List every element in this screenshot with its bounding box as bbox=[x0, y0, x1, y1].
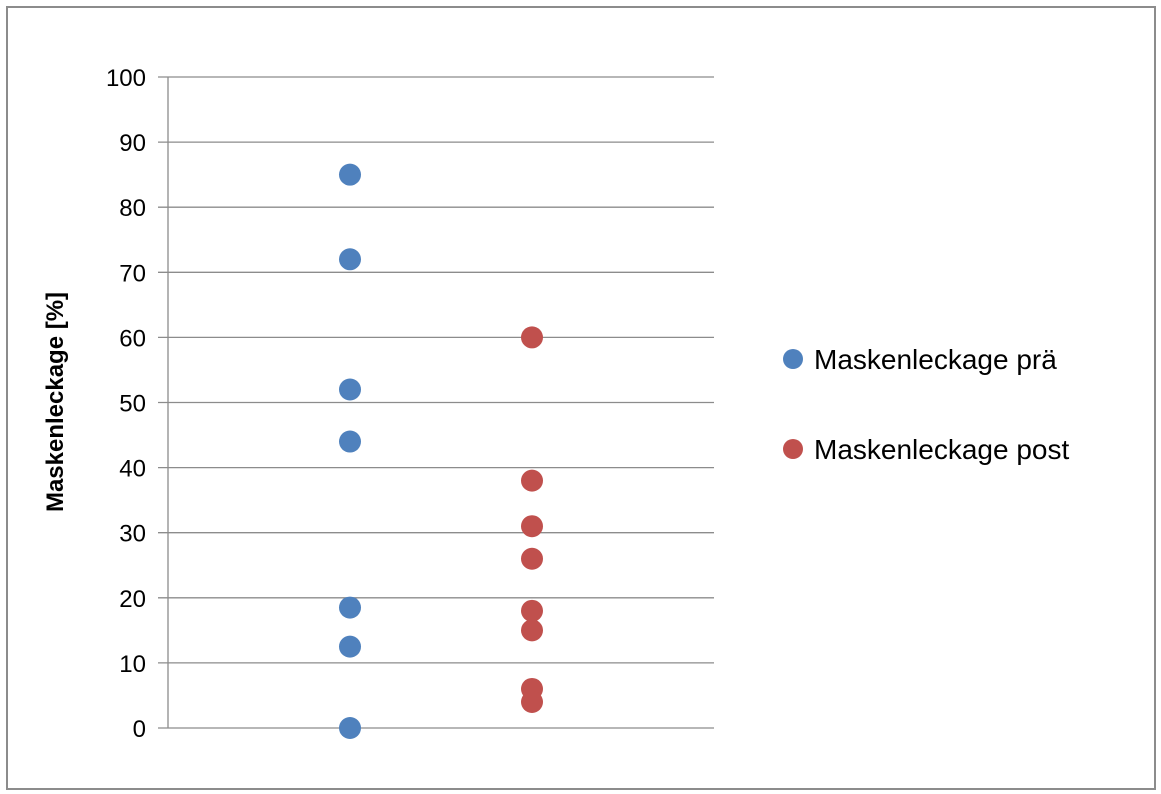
y-tick-label: 20 bbox=[119, 586, 146, 613]
legend-marker bbox=[783, 439, 803, 459]
point-post bbox=[521, 326, 543, 349]
y-tick-label: 0 bbox=[133, 716, 146, 743]
point-pre bbox=[339, 717, 361, 739]
point-pre bbox=[339, 596, 361, 619]
legend-label: Maskenleckage post bbox=[814, 434, 1069, 465]
point-post bbox=[521, 547, 543, 570]
y-tick-label: 50 bbox=[119, 391, 146, 418]
data-points bbox=[339, 163, 543, 739]
point-post bbox=[521, 515, 543, 538]
chart-frame bbox=[6, 6, 1156, 790]
y-tick-label: 100 bbox=[106, 65, 146, 92]
y-tick-label: 10 bbox=[119, 651, 146, 678]
point-post bbox=[521, 619, 543, 642]
y-tick-label: 40 bbox=[119, 456, 146, 483]
gridlines bbox=[158, 76, 714, 729]
point-post bbox=[521, 469, 543, 492]
y-tick-labels: 0 10 20 30 40 50 60 70 80 90 100 bbox=[106, 65, 146, 743]
y-tick-label: 70 bbox=[119, 260, 146, 287]
legend: Maskenleckage prä Maskenleckage post bbox=[783, 344, 1069, 465]
point-post bbox=[521, 690, 543, 713]
y-tick-label: 30 bbox=[119, 521, 146, 548]
legend-label: Maskenleckage prä bbox=[814, 344, 1057, 375]
y-axis-title: Maskenleckage [%] bbox=[42, 292, 69, 512]
y-tick-label: 80 bbox=[119, 195, 146, 222]
point-pre bbox=[339, 430, 361, 453]
point-pre bbox=[339, 378, 361, 401]
y-tick-label: 90 bbox=[119, 130, 146, 157]
y-tick-label: 60 bbox=[119, 325, 146, 352]
legend-marker bbox=[783, 349, 803, 369]
point-pre bbox=[339, 163, 361, 186]
point-post bbox=[521, 599, 543, 622]
point-pre bbox=[339, 635, 361, 658]
point-pre bbox=[339, 248, 361, 271]
